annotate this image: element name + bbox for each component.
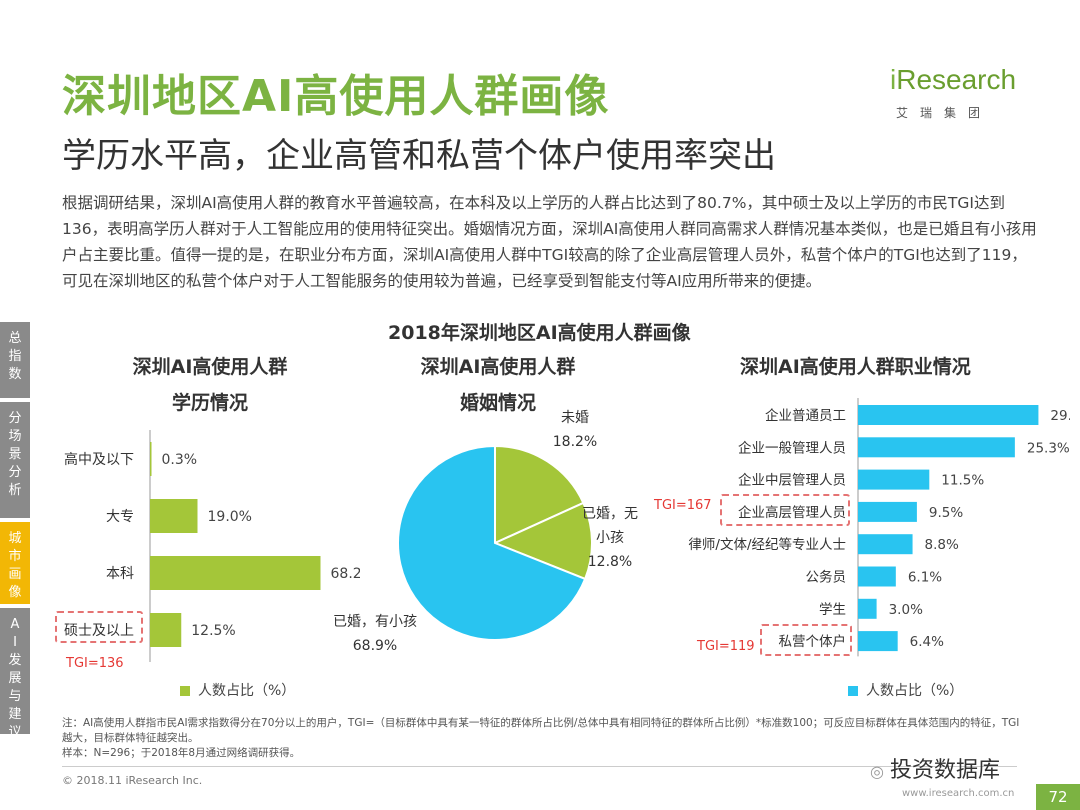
logo-i: i	[890, 64, 897, 95]
occupation-value-label: 8.8%	[925, 537, 959, 553]
occupation-bar	[858, 534, 913, 555]
education-category-label: 本科	[106, 566, 134, 582]
education-legend: 人数占比（%）	[180, 680, 295, 700]
occupation-category-label: 律师/文体/经纪等专业人士	[688, 536, 846, 553]
pie-label: 68.9%	[353, 638, 397, 654]
occupation-value-label: 25.3%	[1027, 440, 1070, 456]
footnote-line1: 注：AI高使用人群指市民AI需求指数得分在70分以上的用户，TGI=（目标群体中…	[62, 717, 1020, 744]
footnote-line2: 样本：N=296；于2018年8月通过网络调研获得。	[62, 747, 301, 759]
wechat-icon: ◎	[870, 762, 884, 781]
education-category-label: 硕士及以上	[64, 623, 134, 639]
occupation-bar	[858, 501, 917, 522]
sidebar-item-total-index[interactable]: 总指数	[0, 322, 30, 398]
page-number: 72	[1036, 784, 1080, 810]
occupation-category-label: 私营个体户	[779, 633, 847, 650]
occupation-value-label: 6.4%	[910, 634, 944, 650]
tgi-label-senior-mgmt: TGI=167	[654, 498, 712, 513]
occupation-legend: 人数占比（%）	[848, 680, 963, 700]
pie-label: 12.8%	[588, 554, 632, 570]
occupation-value-label: 3.0%	[889, 602, 923, 618]
pie-slice	[492, 501, 593, 581]
iresearch-logo: iResearch 艾瑞集团	[890, 60, 1040, 130]
occupation-bar	[858, 631, 898, 652]
footnote: 注：AI高使用人群指市民AI需求指数得分在70分以上的用户，TGI=（目标群体中…	[62, 716, 1022, 761]
education-value-label: 68.2%	[331, 566, 361, 582]
occupation-category-label: 企业中层管理人员	[738, 472, 846, 489]
wechat-label: 投资数据库	[889, 758, 1000, 783]
logo-wordmark: iResearch	[890, 64, 1016, 96]
footer-copyright: © 2018.11 iResearch Inc.	[62, 774, 203, 787]
education-value-label: 12.5%	[191, 623, 235, 639]
education-chart-title-line1: 深圳AI高使用人群	[132, 356, 288, 378]
pie-slice	[397, 444, 587, 641]
occupation-value-label: 11.5%	[941, 473, 984, 489]
occupation-category-label: 企业一般管理人员	[738, 439, 846, 456]
education-category-label: 大专	[106, 509, 134, 525]
footer-url: www.iresearch.com.cn	[902, 788, 1015, 799]
education-bar	[150, 613, 182, 647]
marital-chart-title-line2: 婚姻情况	[459, 392, 536, 414]
logo-research: Research	[896, 64, 1017, 95]
sidebar-item-label: 分场景分析	[8, 411, 22, 498]
education-bar	[150, 442, 152, 476]
wechat-watermark: ◎ 投资数据库	[870, 752, 1000, 784]
education-bar	[150, 556, 321, 590]
education-chart-title-line2: 学历情况	[171, 392, 248, 414]
page-title: 深圳地区AI高使用人群画像	[62, 71, 610, 122]
education-category-label: 高中及以下	[64, 451, 134, 468]
occupation-bar	[858, 469, 930, 490]
tgi-label-masters: TGI=136	[66, 656, 124, 671]
marital-pie-chart: 未婚 18.2% 已婚，无小孩 12.8% 已婚，有小孩 68.9%	[333, 410, 638, 654]
tgi-label-private-business: TGI=119	[697, 639, 755, 654]
pie-label: 小孩	[596, 530, 624, 546]
occupation-value-label: 29.1%	[1050, 408, 1070, 424]
page-subtitle: 学历水平高，企业高管和私营个体户使用率突出	[62, 136, 776, 176]
occupation-bar	[858, 437, 1015, 458]
summary-paragraph: 根据调研结果，深圳AI高使用人群的教育水平普遍较高，在本科及以上学历的人群占比达…	[62, 194, 1037, 290]
pie-label: 18.2%	[553, 434, 597, 450]
occupation-bar	[858, 566, 896, 587]
main-chart-title: 2018年深圳地区AI高使用人群画像	[388, 322, 691, 344]
education-legend-label: 人数占比（%）	[198, 683, 296, 699]
pie-label: 已婚，无	[582, 506, 638, 522]
occupation-value-label: 6.1%	[908, 570, 942, 586]
legend-swatch-green	[180, 686, 190, 696]
occupation-bar-chart: 企业普通员工 29.1% 企业一般管理人员 25.3% 企业中层管理人员 11.5% 企业高…	[688, 398, 1070, 657]
marital-chart-title-line1: 深圳AI高使用人群	[420, 356, 576, 378]
occupation-legend-label: 人数占比（%）	[866, 683, 964, 699]
tgi-highlight-box	[720, 494, 850, 526]
pie-label: 已婚，有小孩	[333, 614, 417, 630]
education-bar-chart: 高中及以下 0.3% 大专 19.0% 本科 68.2% 硕士及以上 12.5%	[64, 430, 361, 662]
legend-swatch-blue	[848, 686, 858, 696]
sidebar-item-city-portrait[interactable]: 城市画像	[0, 522, 30, 604]
education-value-label: 0.3%	[162, 452, 198, 468]
occupation-bar	[858, 405, 1039, 425]
pie-slice	[494, 444, 585, 545]
sidebar-item-scene-analysis[interactable]: 分场景分析	[0, 402, 30, 518]
pie-label: 未婚	[561, 410, 589, 426]
sidebar-item-label: 总指数	[8, 331, 22, 382]
education-value-label: 19.0%	[208, 509, 252, 525]
education-bar	[150, 499, 198, 533]
occupation-value-label: 9.5%	[929, 505, 963, 521]
occupation-category-label: 公务员	[806, 570, 847, 586]
occupation-category-label: 企业高层管理人员	[738, 504, 846, 521]
logo-subtitle: 艾瑞集团	[896, 106, 993, 120]
sidebar-item-label: 城市画像	[8, 531, 22, 600]
tgi-highlight-box	[760, 624, 852, 656]
occupation-category-label: 学生	[819, 602, 846, 618]
footer-divider	[62, 766, 1017, 767]
occupation-category-label: 企业普通员工	[765, 407, 846, 424]
occupation-chart-title: 深圳AI高使用人群职业情况	[740, 356, 971, 378]
occupation-bar	[858, 598, 877, 619]
tgi-highlight-box	[55, 611, 143, 643]
